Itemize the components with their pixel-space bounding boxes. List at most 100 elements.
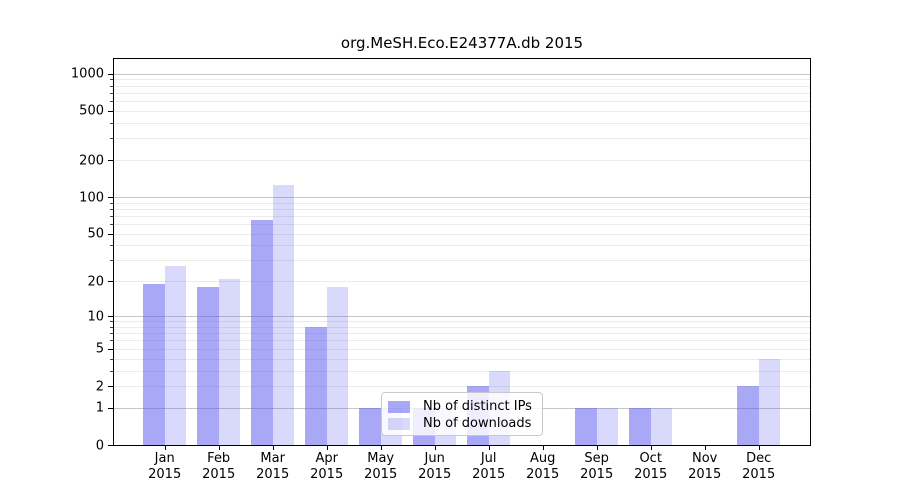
y-minor-tick xyxy=(110,326,113,328)
x-tick-label: Oct 2015 xyxy=(634,451,668,482)
minor-gridline xyxy=(114,79,810,81)
y-tick-label: 200 xyxy=(79,153,104,168)
y-tick-label: 1 xyxy=(95,400,104,416)
minor-gridline xyxy=(114,348,810,350)
major-gridline xyxy=(114,316,810,318)
minor-gridline xyxy=(114,138,810,140)
y-tick-label: 500 xyxy=(79,103,104,119)
minor-gridline xyxy=(114,333,810,335)
minor-gridline xyxy=(114,85,810,87)
legend: Nb of distinct IPs Nb of downloads xyxy=(381,392,543,436)
y-minor-tick xyxy=(110,138,113,140)
y-minor-tick xyxy=(110,333,113,335)
y-minor-tick xyxy=(110,122,113,124)
y-minor-tick xyxy=(110,79,113,81)
plot-area xyxy=(113,58,811,446)
x-tick-label: Mar 2015 xyxy=(256,451,290,482)
chart-title: org.MeSH.Eco.E24377A.db 2015 xyxy=(340,34,584,52)
x-tick xyxy=(272,445,274,450)
legend-item-downloads: Nb of downloads xyxy=(388,415,536,432)
bar-distinct-ips xyxy=(143,284,165,445)
x-tick xyxy=(542,445,544,450)
x-tick xyxy=(380,445,382,450)
minor-gridline xyxy=(114,281,810,283)
minor-gridline xyxy=(114,101,810,103)
minor-gridline xyxy=(114,92,810,94)
x-tick-label: Sep 2015 xyxy=(580,451,614,482)
y-minor-tick xyxy=(110,321,113,323)
y-minor-tick xyxy=(110,208,113,210)
bar-downloads xyxy=(758,358,781,445)
x-tick xyxy=(596,445,598,450)
y-tick xyxy=(108,110,113,112)
x-tick xyxy=(164,445,166,450)
y-tick-label: 2 xyxy=(95,379,104,394)
x-tick xyxy=(758,445,760,450)
minor-gridline xyxy=(114,110,810,112)
y-minor-tick xyxy=(110,358,113,360)
y-tick xyxy=(108,160,113,161)
y-minor-tick xyxy=(110,370,113,372)
minor-gridline xyxy=(114,202,810,204)
y-tick xyxy=(108,407,113,409)
bar-downloads xyxy=(596,407,619,445)
x-tick xyxy=(434,445,436,450)
minor-gridline xyxy=(114,245,810,247)
y-tick-label: 0 xyxy=(95,438,104,453)
bar-distinct-ips xyxy=(737,386,759,445)
y-tick-label: 50 xyxy=(87,226,104,242)
bar-downloads xyxy=(326,286,349,445)
y-minor-tick xyxy=(110,101,113,103)
bar-downloads xyxy=(650,407,673,445)
y-minor-tick xyxy=(110,340,113,342)
x-tick-label: Jun 2015 xyxy=(418,451,452,482)
x-tick-label: Aug 2015 xyxy=(526,451,560,482)
y-minor-tick xyxy=(110,260,113,262)
y-tick xyxy=(108,233,113,235)
bar-distinct-ips xyxy=(197,286,219,445)
y-tick xyxy=(108,197,113,198)
x-tick xyxy=(650,445,652,450)
x-tick-label: Jul 2015 xyxy=(472,451,506,482)
major-gridline xyxy=(114,197,810,198)
minor-gridline xyxy=(114,260,810,262)
x-tick xyxy=(218,445,220,450)
major-gridline xyxy=(114,73,810,75)
minor-gridline xyxy=(114,224,810,226)
x-tick xyxy=(488,445,490,450)
y-tick xyxy=(108,281,113,283)
y-minor-tick xyxy=(110,224,113,226)
y-tick-label: 5 xyxy=(95,341,104,357)
y-minor-tick xyxy=(110,215,113,217)
y-tick xyxy=(108,73,113,75)
y-minor-tick xyxy=(110,245,113,247)
legend-label: Nb of distinct IPs xyxy=(423,399,532,414)
minor-gridline xyxy=(114,122,810,124)
minor-gridline xyxy=(114,358,810,360)
legend-label: Nb of downloads xyxy=(423,416,532,431)
minor-gridline xyxy=(114,370,810,372)
minor-gridline xyxy=(114,233,810,235)
bar-downloads xyxy=(218,278,241,445)
bar-downloads xyxy=(164,265,187,445)
minor-gridline xyxy=(114,160,810,161)
y-tick-label: 100 xyxy=(79,190,104,205)
x-tick-label: May 2015 xyxy=(364,451,398,482)
x-tick-label: Feb 2015 xyxy=(202,451,236,482)
minor-gridline xyxy=(114,340,810,342)
minor-gridline xyxy=(114,386,810,387)
legend-swatch-downloads-icon xyxy=(388,417,410,430)
legend-swatch-distinct-ips-icon xyxy=(388,400,410,413)
y-minor-tick xyxy=(110,202,113,204)
minor-gridline xyxy=(114,321,810,323)
x-tick-label: Nov 2015 xyxy=(688,451,722,482)
x-tick-label: Jan 2015 xyxy=(148,451,182,482)
x-tick xyxy=(704,445,706,450)
bar-downloads xyxy=(272,185,295,445)
bar-distinct-ips xyxy=(305,326,327,445)
x-tick-label: Dec 2015 xyxy=(742,451,776,482)
y-tick-label: 1000 xyxy=(70,66,104,82)
y-tick xyxy=(108,348,113,350)
bar-distinct-ips xyxy=(629,407,651,445)
